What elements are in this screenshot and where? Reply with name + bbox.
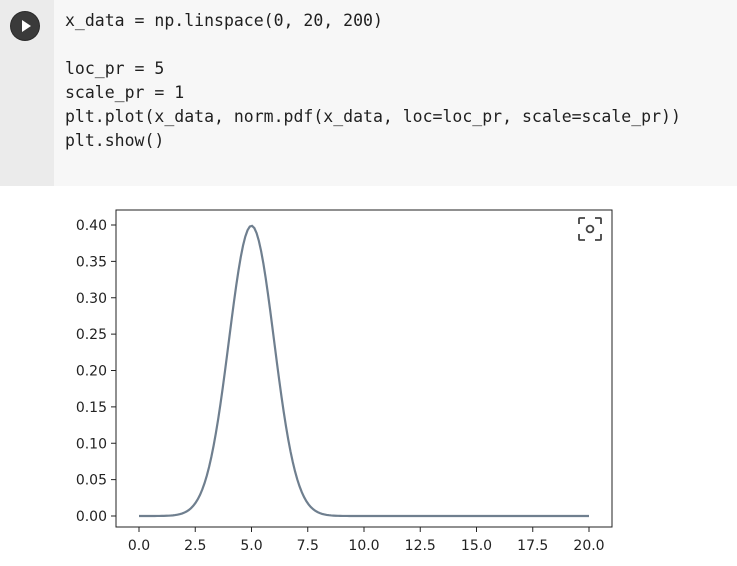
run-cell-button[interactable] <box>11 12 39 40</box>
plot-area <box>115 209 613 528</box>
x-tick-label: 7.5 <box>297 538 319 554</box>
x-tick-label: 2.5 <box>184 538 206 554</box>
code-line: loc_pr = 5 <box>65 59 165 78</box>
x-tick-label: 10.0 <box>348 538 379 554</box>
code-editor[interactable]: x_data = np.linspace(0, 20, 200) loc_pr =… <box>65 9 681 153</box>
y-tick-label: 0.30 <box>76 291 107 307</box>
y-tick-label: 0.10 <box>76 436 107 452</box>
code-cell[interactable]: x_data = np.linspace(0, 20, 200) loc_pr =… <box>0 0 737 186</box>
x-tick-label: 17.5 <box>517 538 548 554</box>
code-line: scale_pr = 1 <box>65 83 185 102</box>
y-tick-label: 0.35 <box>76 254 107 270</box>
x-tick-label: 20.0 <box>573 538 604 554</box>
y-tick-label: 0.05 <box>76 473 107 489</box>
line-chart: 0.00 0.05 0.10 0.15 0.20 0.25 0.30 0.35 0.40 0.0… <box>76 209 613 554</box>
x-tick-label: 5.0 <box>240 538 262 554</box>
series-line <box>139 224 589 518</box>
y-tick-label: 0.15 <box>76 400 107 416</box>
play-icon <box>22 20 31 32</box>
code-line <box>65 33 681 57</box>
cell-gutter <box>0 0 54 186</box>
y-tick-label: 0.40 <box>76 218 107 234</box>
y-tick-label: 0.20 <box>76 364 107 380</box>
cell-output: 0.00 0.05 0.10 0.15 0.20 0.25 0.30 0.35 0.40 0.0… <box>0 186 737 562</box>
code-line: plt.show() <box>65 131 165 150</box>
y-tick-label: 0.25 <box>76 327 107 343</box>
screenshot-icon[interactable] <box>578 217 602 241</box>
code-line: plt.plot(x_data, norm.pdf(x_data, loc=lo… <box>65 107 681 126</box>
x-tick-label: 0.0 <box>128 538 150 554</box>
x-tick-label: 12.5 <box>405 538 436 554</box>
code-line: x_data = np.linspace(0, 20, 200) <box>65 11 383 30</box>
y-tick-label: 0.00 <box>76 509 107 525</box>
x-tick-label: 15.0 <box>461 538 492 554</box>
